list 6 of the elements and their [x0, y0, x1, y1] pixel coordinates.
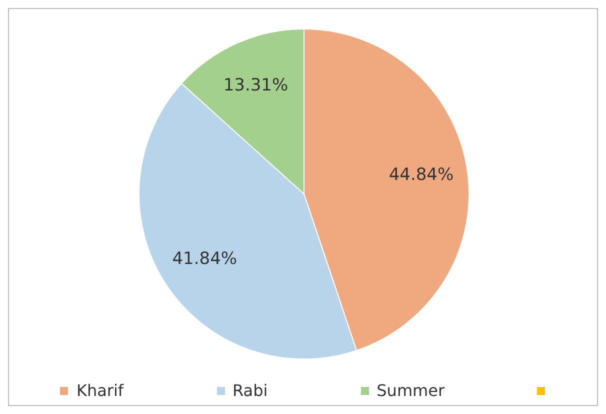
legend-label: Kharif	[76, 381, 124, 400]
legend-label: Summer	[376, 381, 445, 400]
legend-label: Rabi	[232, 381, 268, 400]
data-label: 13.31%	[223, 75, 288, 96]
data-label: 41.84%	[172, 249, 238, 270]
data-label: 44.84%	[388, 164, 454, 185]
